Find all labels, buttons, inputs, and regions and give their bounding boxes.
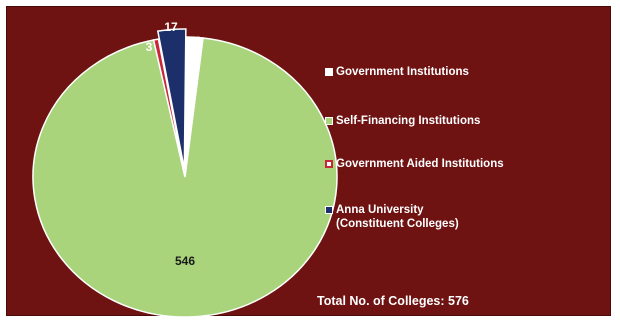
pie-slices xyxy=(32,28,338,317)
legend-item-government-aided: Government Aided Institutions xyxy=(325,157,504,171)
legend-label: Government Aided Institutions xyxy=(336,158,504,170)
data-label: 17 xyxy=(164,20,178,34)
pie-slice-self-financing-institutions xyxy=(32,37,338,317)
legend-swatch xyxy=(325,160,333,168)
legend-item-government: Government Institutions xyxy=(325,65,469,79)
legend-label: Anna University (Constituent Colleges) xyxy=(336,204,459,230)
legend-label: Government Institutions xyxy=(336,66,469,78)
pie-chart: 10 546 3 17 xyxy=(32,20,338,317)
legend-swatch xyxy=(325,206,333,214)
pie-data-labels: 10 546 3 17 xyxy=(146,20,202,268)
data-label: 546 xyxy=(175,254,195,268)
pie-slice-anna-university xyxy=(156,28,187,170)
data-label: 10 xyxy=(188,34,202,48)
legend-swatch xyxy=(325,68,333,76)
chart-frame: 10 546 3 17 Government Institutions Self-Fi… xyxy=(6,6,611,317)
legend-item-anna-university: Anna University (Constituent Colleges) xyxy=(325,203,459,231)
legend-swatch xyxy=(325,117,333,125)
legend-label: Self-Financing Institutions xyxy=(336,115,481,127)
pie-slice-government-aided-institutions xyxy=(152,38,186,178)
data-label: 3 xyxy=(146,40,153,54)
legend-item-self-financing: Self-Financing Institutions xyxy=(325,114,480,128)
total-colleges-label: Total No. of Colleges: 576 xyxy=(317,294,469,308)
